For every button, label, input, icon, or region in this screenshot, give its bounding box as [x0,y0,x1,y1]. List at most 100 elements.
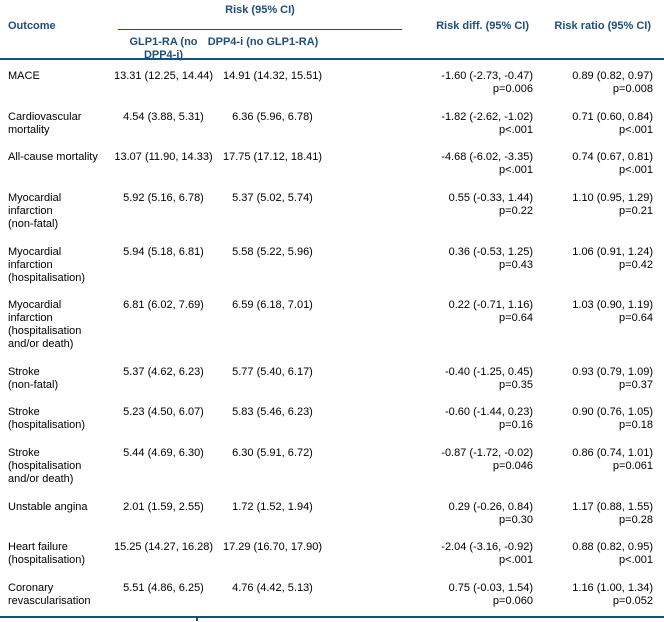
risk-ratio-pvalue: p=0.061 [612,460,653,472]
risk-diff-cell: 0.75 (-0.03, 1.54) p=0.060 [330,582,533,608]
header-dpp4-column: DPP4-i (no GLP1-RA) [207,36,319,48]
risk-ratio-estimate: 1.10 (0.95, 1.29) [572,191,653,204]
risk-diff-cell: -0.60 (-1.44, 0.23) p=0.16 [330,406,533,432]
risk-ratio-cell: 0.88 (0.82, 0.95) p<.001 [533,541,664,567]
risk-diff-pvalue: p=0.060 [492,594,533,607]
risk-ratio-pvalue: p=0.42 [619,258,653,271]
risk-spanner-rule [118,29,402,30]
glp1-risk-cell: 5.37 (4.62, 6.23) [123,365,204,378]
risk-ratio-pvalue: p=0.18 [619,419,653,432]
dpp4-risk-cell: 4.76 (4.42, 5.13) [232,581,313,594]
risk-diff-pvalue: p<.001 [499,554,533,567]
table-bottom-rule [0,616,664,622]
dpp4-risk-cell: 17.75 (17.12, 18.41) [222,151,323,164]
risk-diff-pvalue: p=0.30 [499,513,533,526]
risk-ratio-cell: 1.10 (0.95, 1.29) p=0.21 [533,192,664,218]
risk-diff-estimate: -4.68 (-6.02, -3.35) [441,151,533,164]
risk-diff-estimate: -1.82 (-2.62, -1.02) [441,110,533,123]
risk-diff-estimate: -1.60 (-2.73, -0.47) [441,70,533,82]
risk-diff-pvalue: p=0.64 [499,312,533,325]
risk-ratio-pvalue: p=0.21 [619,204,653,217]
risk-ratio-estimate: 0.71 (0.60, 0.84) [572,110,653,123]
glp1-risk-cell: 2.01 (1.59, 2.55) [123,500,204,513]
glp1-risk-cell: 5.92 (5.16, 6.78) [123,191,204,204]
table-row: Coronary revascularisation 5.51 (4.86, 6… [0,582,664,608]
dpp4-risk-cell: 5.37 (5.02, 5.74) [232,191,313,204]
risk-diff-estimate: -0.60 (-1.44, 0.23) [444,406,533,419]
table-row: Stroke (hospitalisation) 5.23 (4.50, 6.0… [0,406,664,432]
outcome-cell: Stroke (hospitalisation) [8,406,86,432]
risk-diff-pvalue: p=0.22 [499,204,533,217]
risk-diff-cell: 0.22 (-0.71, 1.16) p=0.64 [330,299,533,325]
table-row: All-cause mortality 13.07 (11.90, 14.33)… [0,151,664,177]
outcome-cell: Unstable angina [8,500,88,513]
risk-ratio-cell: 1.16 (1.00, 1.34) p=0.052 [533,582,664,608]
outcome-cell: All-cause mortality [8,151,98,164]
glp1-risk-cell: 5.51 (4.86, 6.25) [123,581,204,594]
risk-diff-estimate: -0.40 (-1.25, 0.45) [444,365,533,378]
risk-diff-cell: -2.04 (-3.16, -0.92) p<.001 [330,541,533,567]
table-row: Myocardial infarction (hospitalisation) … [0,246,664,285]
header-outcome: Outcome [8,20,56,32]
table-row: Stroke (non-fatal) 5.37 (4.62, 6.23) 5.7… [0,366,664,392]
header-risk-diff-column: Risk diff. (95% CI) [436,20,529,32]
table-row: Myocardial infarction (hospitalisation a… [0,299,664,351]
glp1-risk-cell: 5.23 (4.50, 6.07) [123,406,204,419]
risk-diff-cell: -0.40 (-1.25, 0.45) p=0.35 [330,366,533,392]
dpp4-risk-cell: 6.36 (5.96, 6.78) [232,110,313,123]
risk-ratio-pvalue: p=0.28 [619,513,653,526]
risk-ratio-pvalue: p=0.008 [612,83,653,95]
risk-ratio-cell: 0.89 (0.82, 0.97) p=0.008 [533,70,664,96]
risk-ratio-estimate: 0.89 (0.82, 0.97) [572,70,653,82]
risk-ratio-cell: 1.06 (0.91, 1.24) p=0.42 [533,246,664,272]
risk-diff-cell: 0.55 (-0.33, 1.44) p=0.22 [330,192,533,218]
table-row: Myocardial infarction (non-fatal) 5.92 (… [0,192,664,231]
risk-ratio-cell: 0.74 (0.67, 0.81) p<.001 [533,151,664,177]
glp1-risk-cell: 4.54 (3.88, 5.31) [123,110,204,123]
bottom-rule-line [0,616,664,618]
risk-ratio-estimate: 0.90 (0.76, 1.05) [572,406,653,419]
outcome-cell: Coronary revascularisation [8,581,91,607]
risk-ratio-pvalue: p<.001 [619,123,653,136]
outcome-cell: Myocardial infarction (hospitalisation a… [8,299,82,351]
risk-ratio-cell: 1.17 (0.88, 1.55) p=0.28 [533,501,664,527]
risk-diff-cell: -4.68 (-6.02, -3.35) p<.001 [330,151,533,177]
dpp4-risk-cell: 5.58 (5.22, 5.96) [232,245,313,258]
risk-diff-pvalue: p=0.006 [492,83,533,95]
outcome-cell: MACE [8,70,40,82]
header-risk-ratio-column: Risk ratio (95% CI) [554,20,651,32]
risk-ratio-estimate: 0.74 (0.67, 0.81) [572,151,653,164]
outcome-cell: Myocardial infarction (non-fatal) [8,191,62,230]
outcome-cell: Stroke (hospitalisation and/or death) [8,447,82,485]
risk-ratio-pvalue: p<.001 [619,164,653,177]
risk-diff-pvalue: p=0.43 [499,258,533,271]
outcome-cell: Stroke (non-fatal) [8,365,59,391]
risk-ratio-estimate: 1.17 (0.88, 1.55) [572,500,653,513]
bottom-rule-column-tick [196,616,198,621]
dpp4-risk-cell: 14.91 (14.32, 15.51) [222,70,323,82]
risk-ratio-pvalue: p<.001 [619,554,653,567]
risk-ratio-estimate: 1.06 (0.91, 1.24) [572,245,653,258]
dpp4-risk-cell: 17.29 (16.70, 17.90) [222,541,323,554]
table-row: Heart failure (hospitalisation) 15.25 (1… [0,541,664,567]
dpp4-risk-cell: 5.77 (5.40, 6.17) [232,365,313,378]
dpp4-risk-cell: 1.72 (1.52, 1.94) [232,500,313,513]
table-body: MACE 13.31 (12.25, 14.44) 14.91 (14.32, … [0,60,664,616]
risk-ratio-pvalue: p=0.64 [619,312,653,325]
risk-diff-cell: -1.60 (-2.73, -0.47) p=0.006 [330,70,533,96]
risk-diff-pvalue: p<.001 [499,123,533,136]
risk-ratio-cell: 0.90 (0.76, 1.05) p=0.18 [533,406,664,432]
risk-ratio-estimate: 1.03 (0.90, 1.19) [572,299,653,312]
table-row: Unstable angina 2.01 (1.59, 2.55) 1.72 (… [0,501,664,527]
outcome-cell: Myocardial infarction (hospitalisation) [8,245,86,284]
dpp4-risk-cell: 6.30 (5.91, 6.72) [232,447,313,459]
risk-diff-estimate: -2.04 (-3.16, -0.92) [441,541,533,554]
risk-diff-cell: 0.29 (-0.26, 0.84) p=0.30 [330,501,533,527]
risk-ratio-cell: 0.86 (0.74, 1.01) p=0.061 [533,447,664,473]
risk-ratio-cell: 1.03 (0.90, 1.19) p=0.64 [533,299,664,325]
risk-diff-estimate: 0.36 (-0.53, 1.25) [448,245,533,258]
glp1-risk-cell: 6.81 (6.02, 7.69) [123,299,204,312]
table-row: Stroke (hospitalisation and/or death) 5.… [0,447,664,486]
risk-diff-estimate: 0.75 (-0.03, 1.54) [448,581,533,594]
